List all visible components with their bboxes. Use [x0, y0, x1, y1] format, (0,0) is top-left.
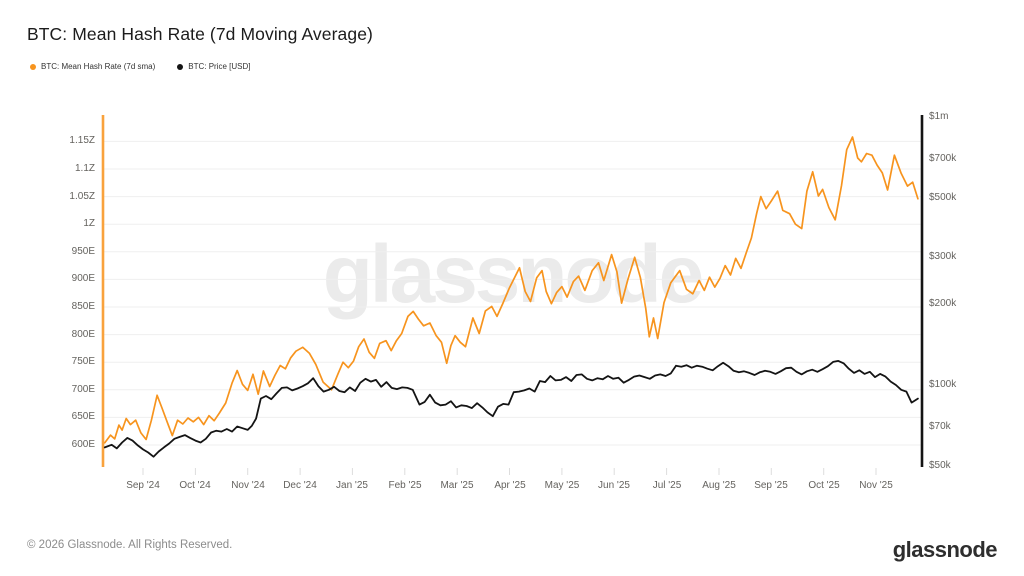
left-axis-tick-label: 700E	[71, 384, 95, 395]
x-axis-tick-label: Dec '24	[283, 480, 317, 491]
left-axis-tick-label: 950E	[71, 246, 95, 257]
copyright-text: © 2026 Glassnode. All Rights Reserved.	[27, 539, 233, 551]
left-axis-tick-label: 900E	[71, 273, 95, 284]
right-axis-tick-label: $100k	[929, 379, 957, 390]
left-axis-tick-label: 600E	[71, 439, 95, 450]
x-axis-tick-label: Sep '25	[754, 480, 788, 491]
page-title: BTC: Mean Hash Rate (7d Moving Average)	[27, 24, 373, 44]
right-axis-tick-label: $700k	[929, 153, 957, 164]
x-axis-tick-label: Nov '24	[231, 480, 265, 491]
legend-dot-hashrate-icon	[30, 63, 36, 70]
right-axis-tick-label: $50k	[929, 460, 951, 471]
x-axis-tick-label: Feb '25	[388, 480, 422, 491]
right-axis-tick-label: $500k	[929, 192, 957, 203]
left-axis-tick-label: 800E	[71, 329, 95, 340]
right-axis-tick-label: $300k	[929, 251, 957, 262]
right-axis-tick-label: $1m	[929, 111, 949, 122]
x-axis-tick-label: Sep '24	[126, 480, 160, 491]
x-axis-tick-label: Apr '25	[494, 480, 526, 491]
left-axis-tick-label: 1Z	[83, 218, 95, 229]
x-axis-tick-label: Jun '25	[598, 480, 630, 491]
x-axis-tick-label: Aug '25	[702, 480, 736, 491]
left-axis-tick-label: 850E	[71, 301, 95, 312]
x-axis-tick-label: Nov '25	[859, 480, 893, 491]
left-axis-tick-label: 1.05Z	[69, 191, 95, 202]
legend-item-price[interactable]: BTC: Price [USD]	[177, 62, 251, 71]
x-axis-tick-label: Mar '25	[440, 480, 474, 491]
left-axis-tick-label: 750E	[71, 356, 95, 367]
glassnode-watermark: glassnode	[322, 229, 705, 320]
legend-item-hashrate[interactable]: BTC: Mean Hash Rate (7d sma)	[30, 62, 155, 71]
legend: BTC: Mean Hash Rate (7d sma) BTC: Price …	[30, 62, 251, 71]
legend-label-hashrate: BTC: Mean Hash Rate (7d sma)	[41, 62, 156, 71]
right-axis-tick-label: $200k	[929, 298, 957, 309]
x-axis-tick-label: May '25	[544, 480, 580, 491]
x-axis-tick-label: Jan '25	[336, 480, 368, 491]
x-axis-tick-label: Jul '25	[652, 480, 682, 491]
legend-dot-price-icon	[177, 63, 184, 70]
left-axis-tick-label: 650E	[71, 411, 95, 422]
glassnode-logo: glassnode	[892, 537, 998, 562]
left-axis-tick-label: 1.15Z	[69, 135, 95, 146]
left-axis-tick-label: 1.1Z	[74, 163, 95, 174]
right-axis-tick-label: $70k	[929, 421, 951, 432]
x-axis-tick-label: Oct '24	[179, 480, 211, 491]
x-axis-tick-label: Oct '25	[808, 480, 840, 491]
legend-label-price: BTC: Price [USD]	[188, 62, 251, 71]
